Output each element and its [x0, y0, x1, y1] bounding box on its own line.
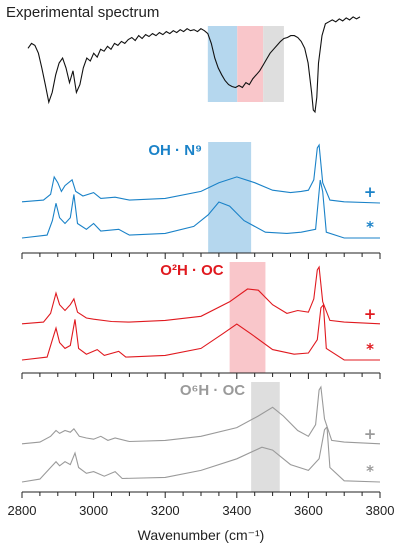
x-tick-label-3600: 3600 — [294, 503, 323, 518]
experimental-band-0 — [207, 26, 238, 102]
panel-0-series-0-line — [21, 143, 381, 204]
panel-0-series-0-marker: + — [364, 183, 377, 201]
panel-2-series-1-marker: * — [366, 462, 374, 480]
x-tick-label-2800: 2800 — [8, 503, 37, 518]
panel-2-band — [251, 382, 280, 492]
panel-1-series-1-line — [21, 303, 380, 361]
panel-0-label: OH · N⁹ — [148, 142, 202, 159]
experimental-band-1 — [237, 26, 264, 102]
experimental-spectrum-line — [27, 16, 361, 114]
experimental-band-2 — [263, 26, 284, 102]
x-tick-label-3200: 3200 — [151, 503, 180, 518]
x-tick-label-3400: 3400 — [222, 503, 251, 518]
x-tick-label-3800: 3800 — [366, 503, 395, 518]
panel-1-label: O²H · OC — [160, 262, 223, 279]
panel-2-series-0-line — [21, 385, 381, 445]
panel-0-band — [208, 142, 252, 253]
experimental-title: Experimental spectrum — [6, 4, 159, 21]
panel-2-series-1-line — [21, 425, 381, 483]
panel-1-series-0-line — [21, 265, 381, 325]
panel-2-label: O⁶H · OC — [180, 382, 245, 399]
panel-1-series-1-marker: * — [366, 340, 374, 358]
panel-0-series-1-marker: * — [366, 218, 374, 236]
x-axis-label: Wavenumber (cm⁻¹) — [138, 527, 265, 543]
x-tick-label-3000: 3000 — [79, 503, 108, 518]
panel-2-series-0-marker: + — [364, 425, 377, 443]
panel-0-series-1-line — [21, 179, 380, 239]
panel-1-series-0-marker: + — [364, 305, 377, 323]
panel-1-band — [229, 262, 266, 373]
